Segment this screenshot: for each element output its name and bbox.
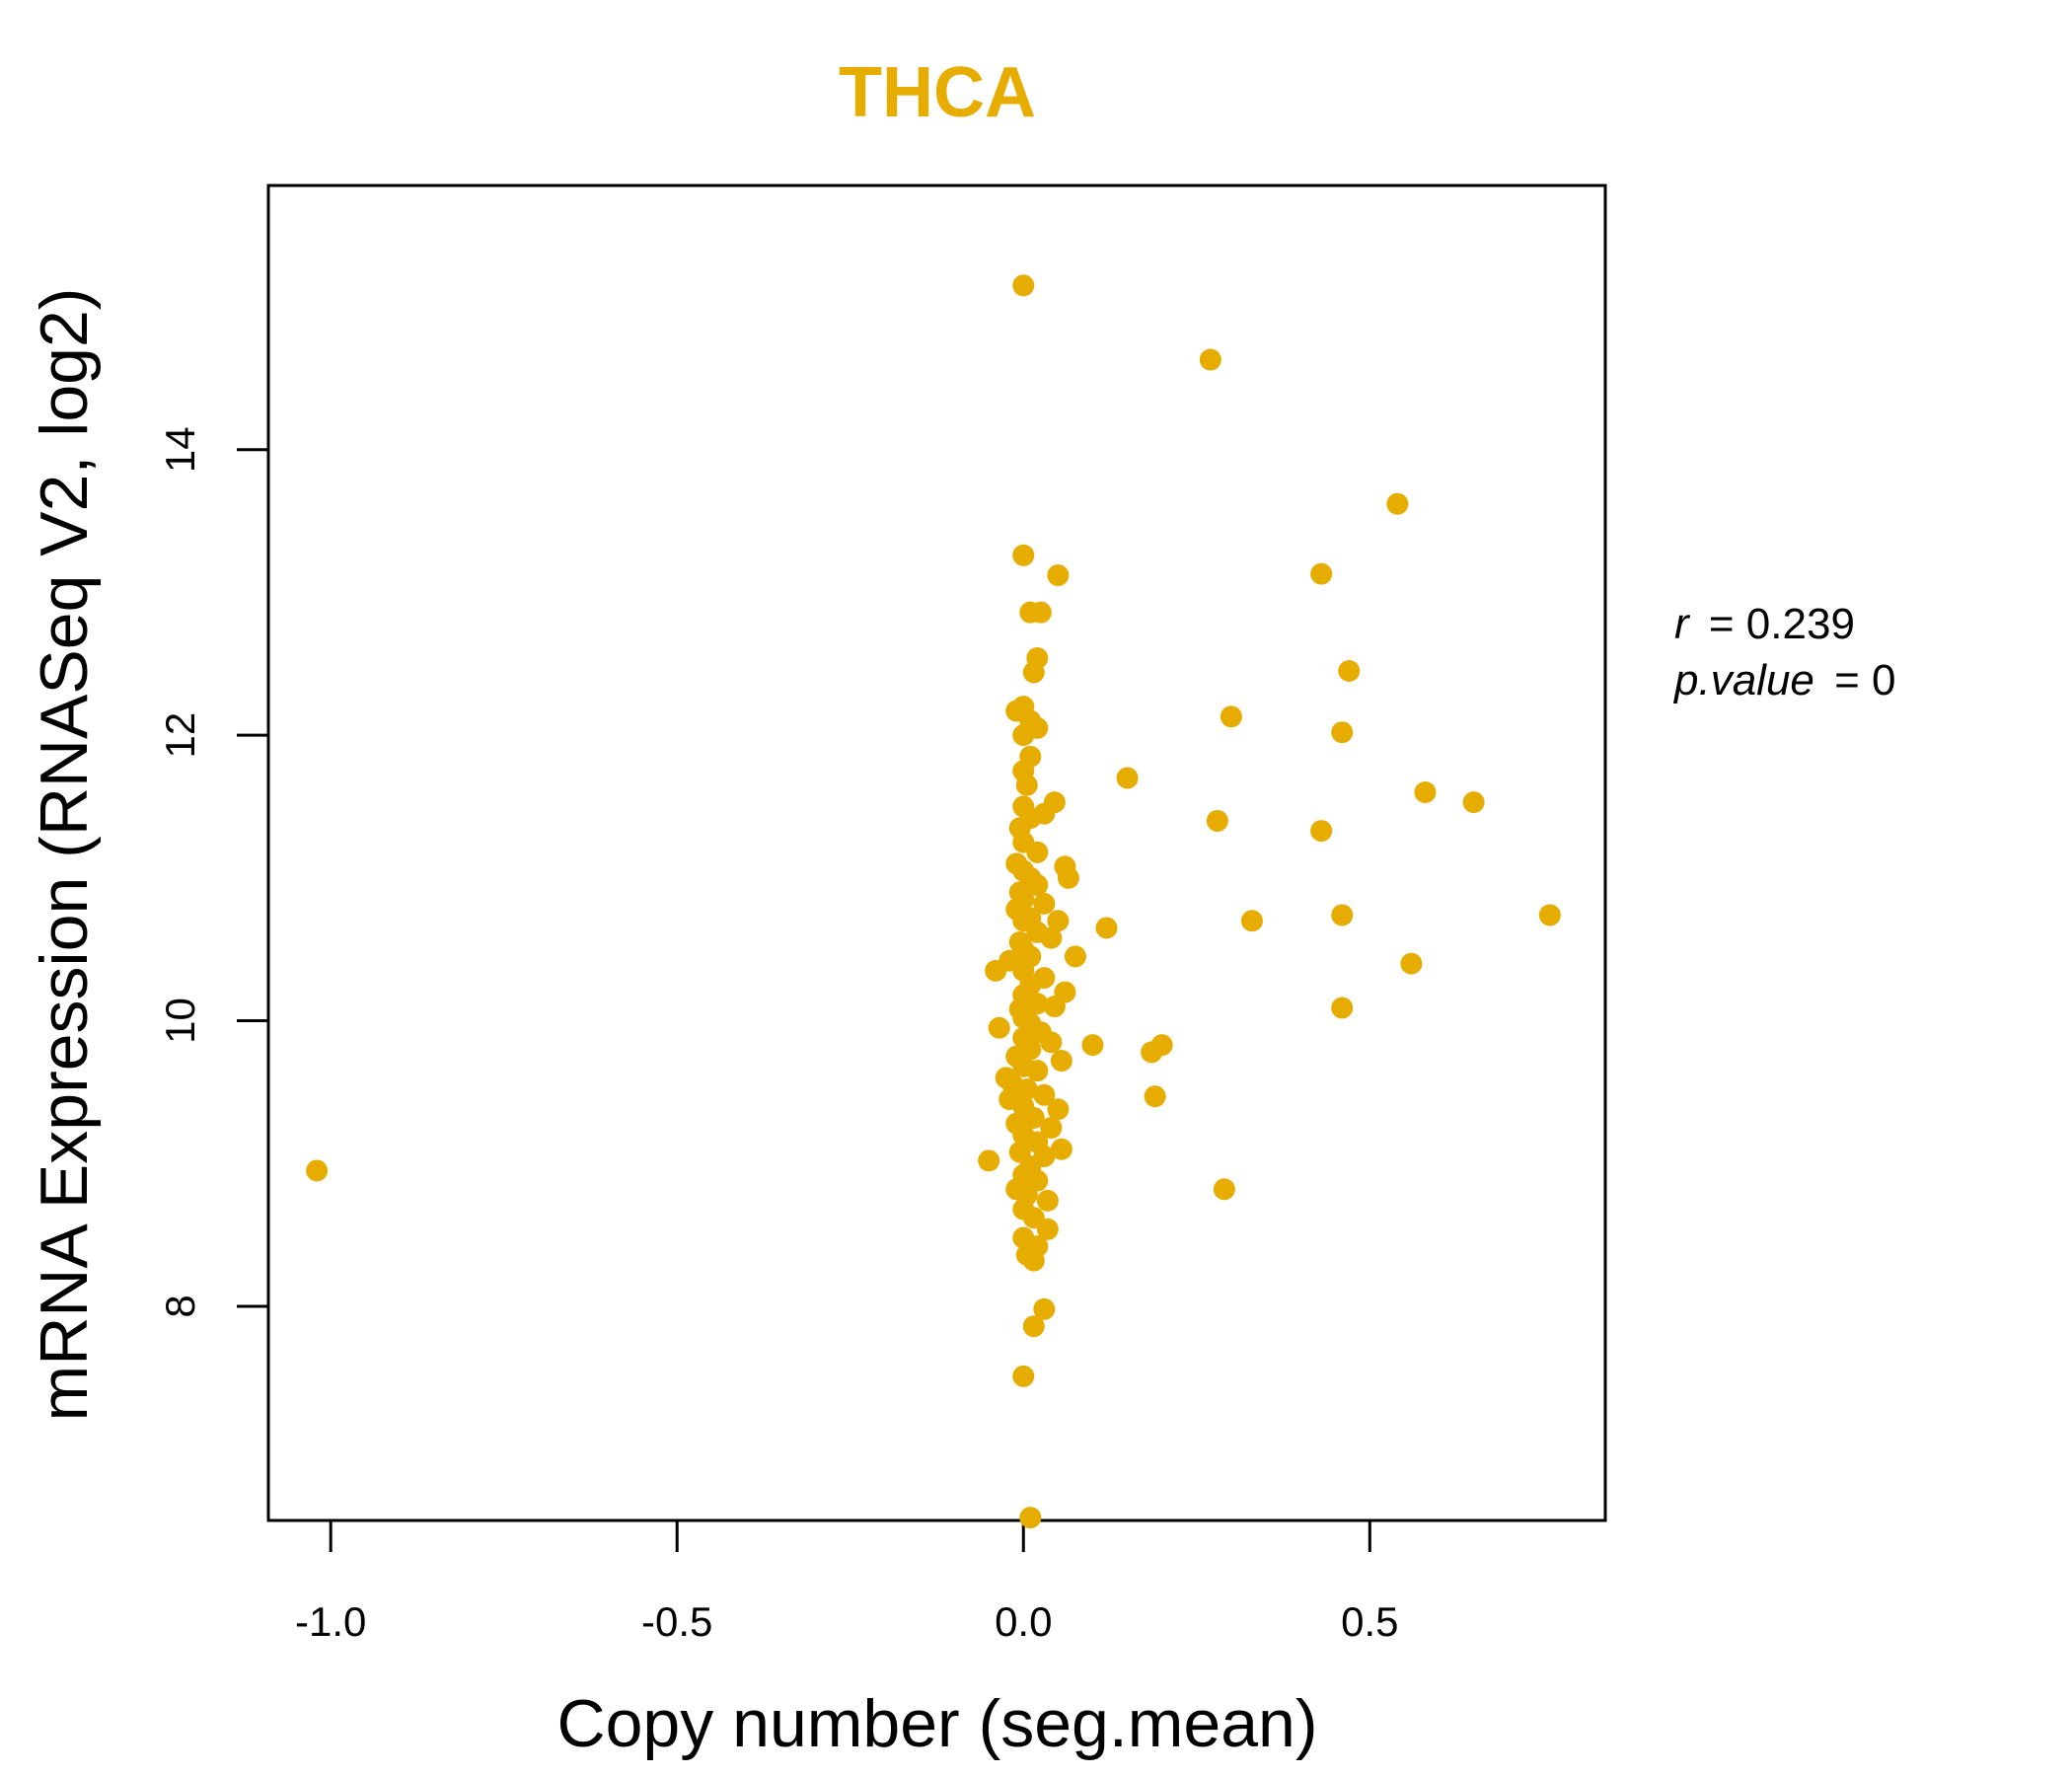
data-point [1220,705,1242,728]
data-point [306,1159,329,1182]
svg-text:r = 0.239: r = 0.239 [1674,600,1855,648]
data-point [1386,492,1409,515]
y-axis-label: mRNA Expression (RNASeq V2, log2) [27,288,102,1422]
x-tick-label: -0.5 [641,1598,712,1645]
data-point [1026,993,1049,1015]
x-tick-label: -1.0 [295,1598,366,1645]
y-tick-label: 12 [157,712,203,759]
x-axis-label: Copy number (seg.mean) [556,1686,1317,1761]
data-point [1029,601,1052,624]
data-point [1012,1365,1035,1387]
x-tick-label: 0.0 [995,1598,1052,1645]
data-point [1213,1178,1235,1201]
data-point [1310,820,1333,843]
correlation-annotation: r = 0.239 p.value = 0 [1672,600,1896,704]
data-point [1331,997,1354,1019]
data-point [1012,274,1035,297]
data-point [1022,1249,1045,1272]
data-point [1141,1041,1163,1064]
data-point [1033,1297,1056,1320]
data-point [1064,945,1086,968]
data-point [1400,952,1423,975]
data-point [1462,791,1485,814]
y-tick-label: 14 [157,426,203,473]
p-label: p.value [1672,656,1814,704]
data-point [1331,904,1354,926]
data-point [1036,1218,1059,1240]
data-point [1095,917,1118,939]
plot-frame [266,184,1607,1522]
data-point [1338,660,1361,682]
data-point [1015,774,1038,796]
data-point [988,1016,1010,1039]
y-axis: 8 10 12 14 [157,426,270,1318]
data-point [1047,1098,1070,1121]
data-point [1036,1189,1059,1212]
data-point [1026,1060,1049,1082]
data-point [1040,1117,1063,1140]
data-point [1043,996,1066,1018]
data-points [306,274,1561,1529]
data-point [1050,1138,1073,1160]
data-point [1022,661,1045,684]
r-value: = 0.239 [1709,600,1855,648]
data-point [1015,1077,1038,1100]
x-axis: -1.0 -0.5 0.0 0.5 [295,1518,1398,1645]
data-point [1538,904,1561,926]
data-point [1050,1050,1073,1073]
data-point [1310,562,1333,585]
data-point [1026,841,1049,863]
data-point [1057,866,1079,889]
data-point [1022,1106,1045,1129]
svg-text:p.value = 0: p.value = 0 [1672,656,1896,704]
data-point [1206,809,1228,832]
data-point [1012,544,1035,566]
data-point [1040,926,1063,949]
data-point [1240,910,1263,932]
data-point [1047,910,1070,932]
chart-title: THCA [839,53,1036,132]
data-point [1081,1034,1104,1057]
y-tick-label: 10 [157,998,203,1044]
r-label: r [1674,600,1691,648]
data-point [978,1149,1000,1172]
data-point [1144,1085,1166,1108]
data-point [1199,348,1221,371]
data-point [985,959,1007,982]
data-point [1026,874,1049,897]
data-point [1116,767,1139,789]
data-point [1414,781,1437,803]
data-point [1040,1031,1063,1054]
data-point [1022,1315,1045,1338]
y-tick-label: 8 [157,1295,203,1317]
data-point [1047,564,1070,587]
data-point [1012,724,1035,747]
data-point [1331,721,1354,744]
data-point [1019,1507,1042,1529]
data-point [1033,892,1056,915]
x-tick-label: 0.5 [1341,1598,1398,1645]
p-value: = 0 [1834,656,1895,704]
data-point [1033,1083,1056,1106]
